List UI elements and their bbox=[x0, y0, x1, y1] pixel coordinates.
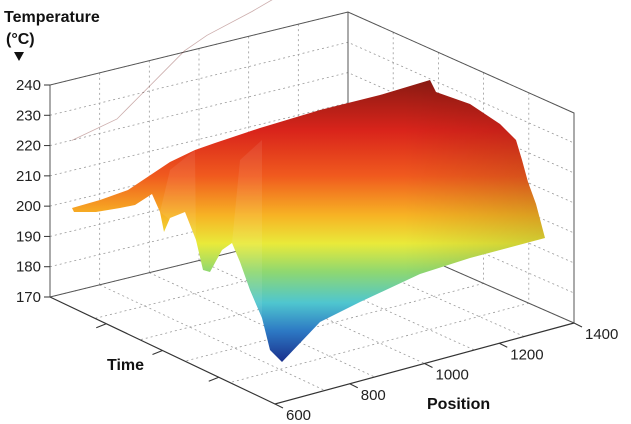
z-tick-label: 210 bbox=[16, 168, 41, 185]
temperature-axis: 240 230 220 210 200 190 180 170 bbox=[16, 77, 50, 306]
x-tick bbox=[499, 342, 508, 348]
x-tick-label: 1200 bbox=[510, 346, 543, 363]
down-arrow-icon bbox=[14, 52, 24, 61]
grid-line bbox=[99, 284, 326, 391]
time-tick bbox=[208, 376, 219, 382]
x-tick-label: 600 bbox=[286, 407, 311, 424]
position-axis-label: Position bbox=[427, 396, 490, 413]
time-tick bbox=[152, 350, 163, 355]
x-tick bbox=[349, 383, 358, 389]
z-tick-label: 200 bbox=[16, 198, 41, 215]
z-tick-label: 240 bbox=[16, 77, 41, 94]
time-axis-label: Time bbox=[107, 357, 144, 374]
x-tick bbox=[573, 322, 583, 328]
temperature-axis-label: Temperature bbox=[4, 9, 100, 26]
z-tick-label: 190 bbox=[16, 228, 41, 245]
x-tick-label: 1400 bbox=[585, 326, 618, 343]
position-axis: 600 800 1000 1200 1400 bbox=[274, 322, 618, 424]
surface-shading bbox=[72, 80, 545, 362]
grid-line bbox=[49, 11, 575, 114]
surface-ridge-line bbox=[71, 0, 273, 141]
surface-fold bbox=[160, 150, 196, 240]
grid-line bbox=[149, 272, 375, 378]
z-tick-label: 180 bbox=[16, 259, 41, 276]
grid-line bbox=[198, 260, 425, 364]
x-tick bbox=[274, 403, 284, 409]
z-tick-label: 220 bbox=[16, 138, 41, 155]
z-tick-label: 170 bbox=[16, 289, 41, 306]
x-tick-label: 1000 bbox=[436, 367, 469, 384]
time-tick bbox=[96, 323, 107, 329]
surface-fold bbox=[232, 140, 262, 318]
grid-line bbox=[229, 302, 529, 383]
temperature-axis-unit: (°C) bbox=[6, 31, 35, 48]
x-tick bbox=[424, 363, 433, 368]
z-tick-label: 230 bbox=[16, 107, 41, 124]
grid-line bbox=[184, 283, 484, 362]
x-tick-label: 800 bbox=[361, 387, 386, 404]
temperature-surface bbox=[71, 0, 545, 362]
